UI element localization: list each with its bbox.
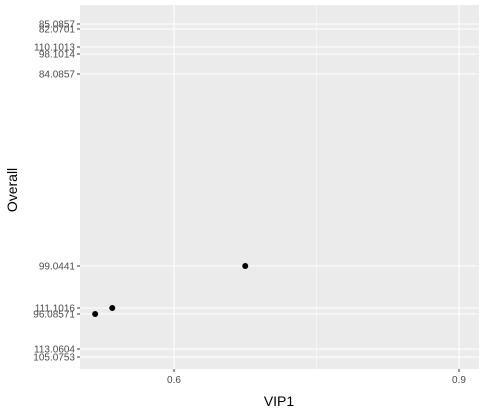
grid-lines	[80, 5, 479, 369]
x-axis-ticks: 0.60.91.21.5	[167, 369, 466, 386]
x-axis-title: VIP1	[264, 393, 295, 409]
data-point	[92, 311, 99, 317]
y-tick-label: 113.0604	[34, 345, 75, 356]
y-axis-title: Overall	[4, 168, 20, 212]
y-tick-label: 85.0857	[39, 20, 76, 31]
y-tick-label: 82.0701	[39, 25, 76, 36]
y-tick-label: 84.0857	[39, 70, 76, 81]
y-tick-label: 110.1013	[34, 43, 75, 54]
y-tick-label: 98.1014	[39, 50, 76, 61]
data-point	[109, 305, 116, 311]
y-tick-label: 111.1016	[35, 304, 76, 315]
x-tick-label: 0.6	[167, 375, 181, 386]
data-point	[242, 263, 249, 269]
data-points	[92, 263, 249, 317]
y-tick-label: 99.0441	[39, 262, 76, 273]
y-tick-label: 105.0753	[33, 353, 75, 364]
x-tick-label: 0.9	[452, 375, 466, 386]
y-tick-label: 96.08571	[33, 310, 75, 321]
